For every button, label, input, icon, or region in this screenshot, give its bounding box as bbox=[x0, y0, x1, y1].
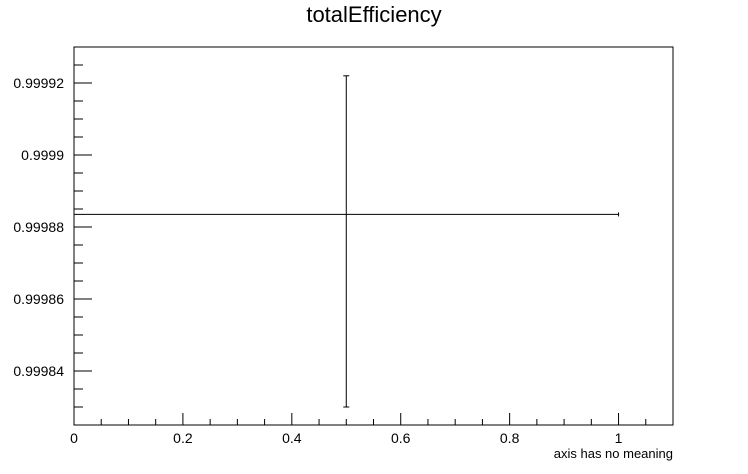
y-tick-label: 0.99984 bbox=[13, 363, 64, 379]
data-points bbox=[74, 75, 620, 408]
x-tick-label: 0.6 bbox=[391, 430, 411, 446]
x-tick-label: 1 bbox=[615, 430, 623, 446]
y-tick-label: 0.99992 bbox=[13, 75, 64, 91]
y-axis: 0.99984 0.99986 0.99988 0.9999 0.99992 bbox=[13, 46, 92, 426]
y-tick-label: 0.99986 bbox=[13, 291, 64, 307]
x-tick-label: 0.4 bbox=[282, 430, 302, 446]
y-tick-label: 0.99988 bbox=[13, 219, 64, 235]
x-tick-label: 0 bbox=[70, 430, 78, 446]
chart-title: totalEfficiency bbox=[306, 2, 441, 27]
x-tick-label: 0.2 bbox=[173, 430, 193, 446]
x-axis-label: axis has no meaning bbox=[554, 446, 673, 461]
x-axis: 0 0.2 0.4 0.6 0.8 1 bbox=[70, 413, 674, 446]
plot-frame bbox=[73, 46, 674, 426]
x-tick-label: 0.8 bbox=[500, 430, 520, 446]
data-point bbox=[74, 75, 620, 408]
y-tick-label: 0.9999 bbox=[21, 147, 64, 163]
